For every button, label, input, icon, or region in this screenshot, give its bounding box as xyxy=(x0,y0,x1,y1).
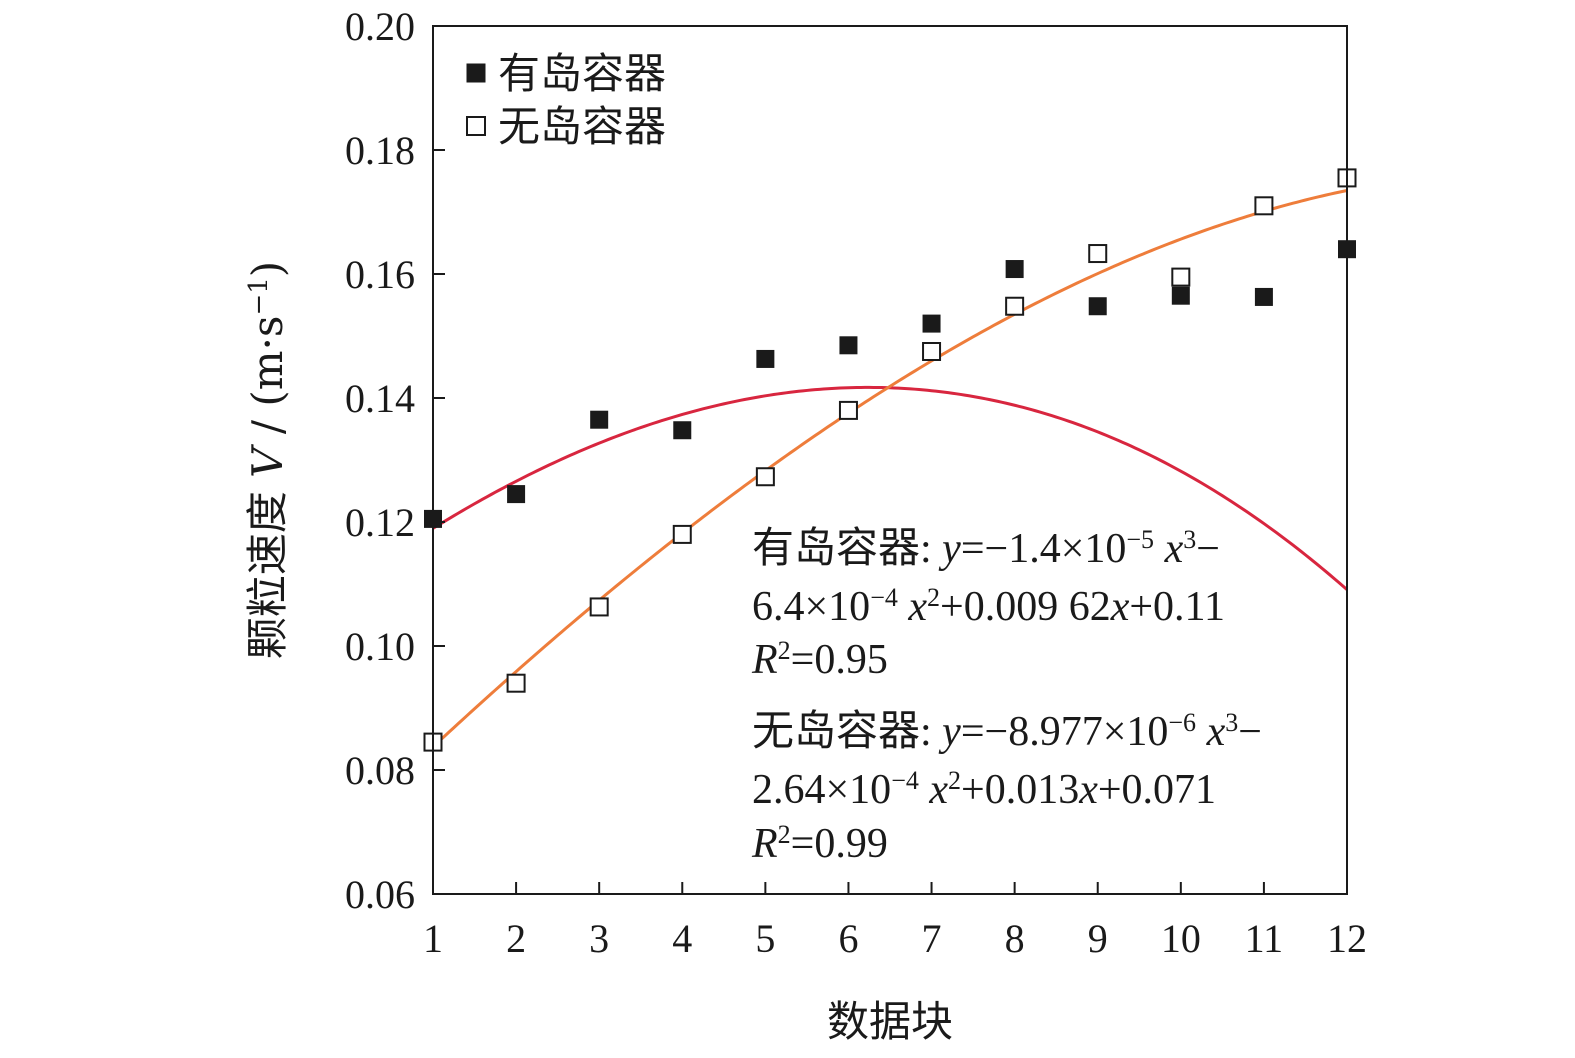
y-tick-label: 0.12 xyxy=(345,500,415,545)
y-tick-label: 0.16 xyxy=(345,252,415,297)
x-tick-label: 2 xyxy=(506,916,526,961)
y-tick-label: 0.10 xyxy=(345,624,415,669)
equation-1-line2: 6.4×10−4 x2+0.009 62x+0.11 xyxy=(752,583,1225,631)
series-1-point xyxy=(1254,287,1273,306)
equation-1-line3: R2=0.95 xyxy=(751,636,888,684)
series-1-point xyxy=(839,336,858,355)
series-1-point xyxy=(1088,297,1107,316)
x-tick-label: 12 xyxy=(1327,916,1367,961)
fit-equations: 有岛容器: y=−1.4×10−5 x3− 6.4×10−4 x2+0.009 6… xyxy=(751,525,1262,868)
legend-label-2: 无岛容器 xyxy=(498,102,666,151)
equation-1-line1: 有岛容器: y=−1.4×10−5 x3− xyxy=(752,525,1220,573)
y-tick-label: 0.18 xyxy=(345,128,415,173)
plot-frame xyxy=(432,25,1348,895)
data-points xyxy=(423,168,1357,752)
series-2-point xyxy=(1171,267,1191,287)
series-1-point xyxy=(756,349,775,368)
series-1-point xyxy=(590,410,609,429)
series-2-point xyxy=(1254,196,1274,216)
y-tick-label: 0.20 xyxy=(345,4,415,49)
series-2-point xyxy=(1088,244,1108,264)
legend-marker-2 xyxy=(466,116,486,136)
series-1-point xyxy=(507,485,526,504)
series-2-point xyxy=(672,524,692,544)
series-1-point xyxy=(1005,260,1024,279)
y-axis-title: 颗粒速度 V / (m·s−1) xyxy=(243,261,292,659)
x-axis-title: 数据块 xyxy=(827,997,953,1046)
series-2-point xyxy=(589,597,609,617)
series-2-point xyxy=(838,400,858,420)
series-2-point xyxy=(506,673,526,693)
series-2-point xyxy=(922,342,942,361)
y-tick-label: 0.08 xyxy=(345,748,415,793)
x-tick-label: 11 xyxy=(1245,916,1284,961)
series-2-point xyxy=(755,467,775,487)
fit-curve-2 xyxy=(431,189,1348,748)
y-tick-label: 0.06 xyxy=(345,872,415,917)
series-2-point xyxy=(1005,296,1025,316)
y-tick-label: 0.14 xyxy=(345,376,415,421)
legend-label-1: 有岛容器 xyxy=(498,49,666,98)
axes: 0.060.080.100.120.140.160.180.201 2 3 4 5 6 7 8… xyxy=(243,4,1367,1046)
x-tick-label: 7 xyxy=(922,916,942,961)
legend-marker-1 xyxy=(466,63,486,83)
x-tick-label: 10 xyxy=(1161,916,1201,961)
x-tick-label: 9 xyxy=(1088,916,1108,961)
equation-2-line1: 无岛容器: y=−8.977×10−6 x3− xyxy=(752,708,1262,756)
x-tick-label: 4 xyxy=(672,916,692,961)
x-tick-label: 3 xyxy=(589,916,609,961)
series-1-point xyxy=(1171,286,1190,305)
equation-2-line3: R2=0.99 xyxy=(751,820,888,868)
series-1-point xyxy=(922,314,941,333)
x-tick-label: 8 xyxy=(1005,916,1025,961)
fit-curves xyxy=(431,189,1348,748)
x-tick-label: 6 xyxy=(838,916,858,961)
x-tick-label: 1 xyxy=(423,916,443,961)
series-1-point xyxy=(673,421,692,440)
equation-2-line2: 2.64×10−4 x2+0.013x+0.071 xyxy=(752,766,1216,814)
x-tick-label: 5 xyxy=(755,916,775,961)
